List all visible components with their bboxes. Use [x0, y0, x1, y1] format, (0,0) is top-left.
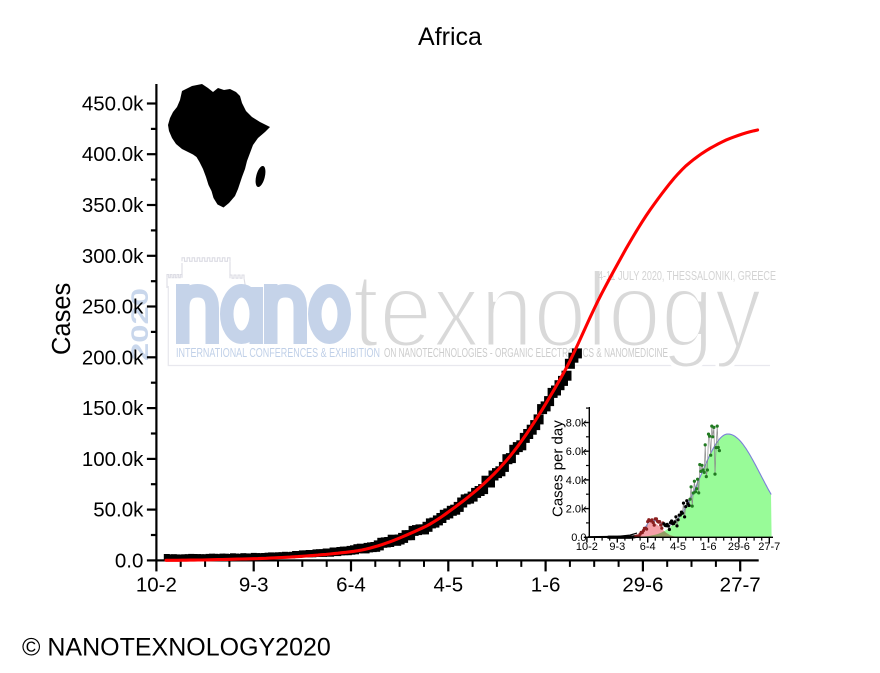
- svg-text:Cases per day: Cases per day: [550, 420, 567, 517]
- svg-text:27-7: 27-7: [758, 541, 780, 553]
- svg-text:29-6: 29-6: [622, 573, 663, 596]
- svg-text:29-6: 29-6: [728, 541, 750, 553]
- svg-text:6-4: 6-4: [640, 541, 656, 553]
- svg-text:texnology: texnology: [353, 250, 763, 370]
- svg-text:1-6: 1-6: [701, 541, 717, 553]
- svg-text:6.0k: 6.0k: [566, 446, 587, 458]
- svg-text:4-5: 4-5: [670, 541, 686, 553]
- svg-text:10-2: 10-2: [136, 573, 177, 596]
- svg-text:0.0: 0.0: [571, 532, 586, 544]
- svg-text:250.0k: 250.0k: [82, 296, 144, 319]
- svg-text:9-3: 9-3: [239, 573, 269, 596]
- svg-text:0.0: 0.0: [115, 549, 144, 572]
- svg-text:Africa: Africa: [418, 23, 482, 51]
- svg-text:4.0k: 4.0k: [566, 475, 587, 487]
- svg-text:50.0k: 50.0k: [93, 499, 144, 522]
- svg-text:350.0k: 350.0k: [82, 194, 144, 217]
- svg-text:1-6: 1-6: [531, 573, 561, 596]
- svg-text:INTERNATIONAL CONFERENCES & EX: INTERNATIONAL CONFERENCES & EXHIBITION: [176, 345, 380, 360]
- svg-text:8.0k: 8.0k: [566, 417, 587, 429]
- svg-text:200.0k: 200.0k: [82, 346, 144, 369]
- svg-text:300.0k: 300.0k: [82, 245, 144, 268]
- svg-text:Cases: Cases: [48, 283, 76, 355]
- svg-text:400.0k: 400.0k: [82, 143, 144, 166]
- svg-text:4-11 JULY 2020, THESSALONIKI,: 4-11 JULY 2020, THESSALONIKI, GREECE: [598, 269, 776, 283]
- svg-text:27-7: 27-7: [720, 573, 761, 596]
- svg-text:10-2: 10-2: [576, 541, 598, 553]
- svg-text:2.0k: 2.0k: [566, 504, 587, 516]
- svg-text:9-3: 9-3: [609, 541, 625, 553]
- svg-text:4-5: 4-5: [433, 573, 463, 596]
- svg-text:450.0k: 450.0k: [82, 93, 144, 116]
- svg-text:150.0k: 150.0k: [82, 397, 144, 420]
- svg-text:6-4: 6-4: [336, 573, 366, 596]
- svg-text:100.0k: 100.0k: [82, 448, 144, 471]
- svg-text:2020: 2020: [127, 288, 154, 361]
- svg-text:© NANOTEXNOLOGY2020: © NANOTEXNOLOGY2020: [22, 634, 331, 662]
- svg-text:ON NANOTECHNOLOGIES - ORGANIC: ON NANOTECHNOLOGIES - ORGANIC ELECTRONIC…: [384, 345, 668, 360]
